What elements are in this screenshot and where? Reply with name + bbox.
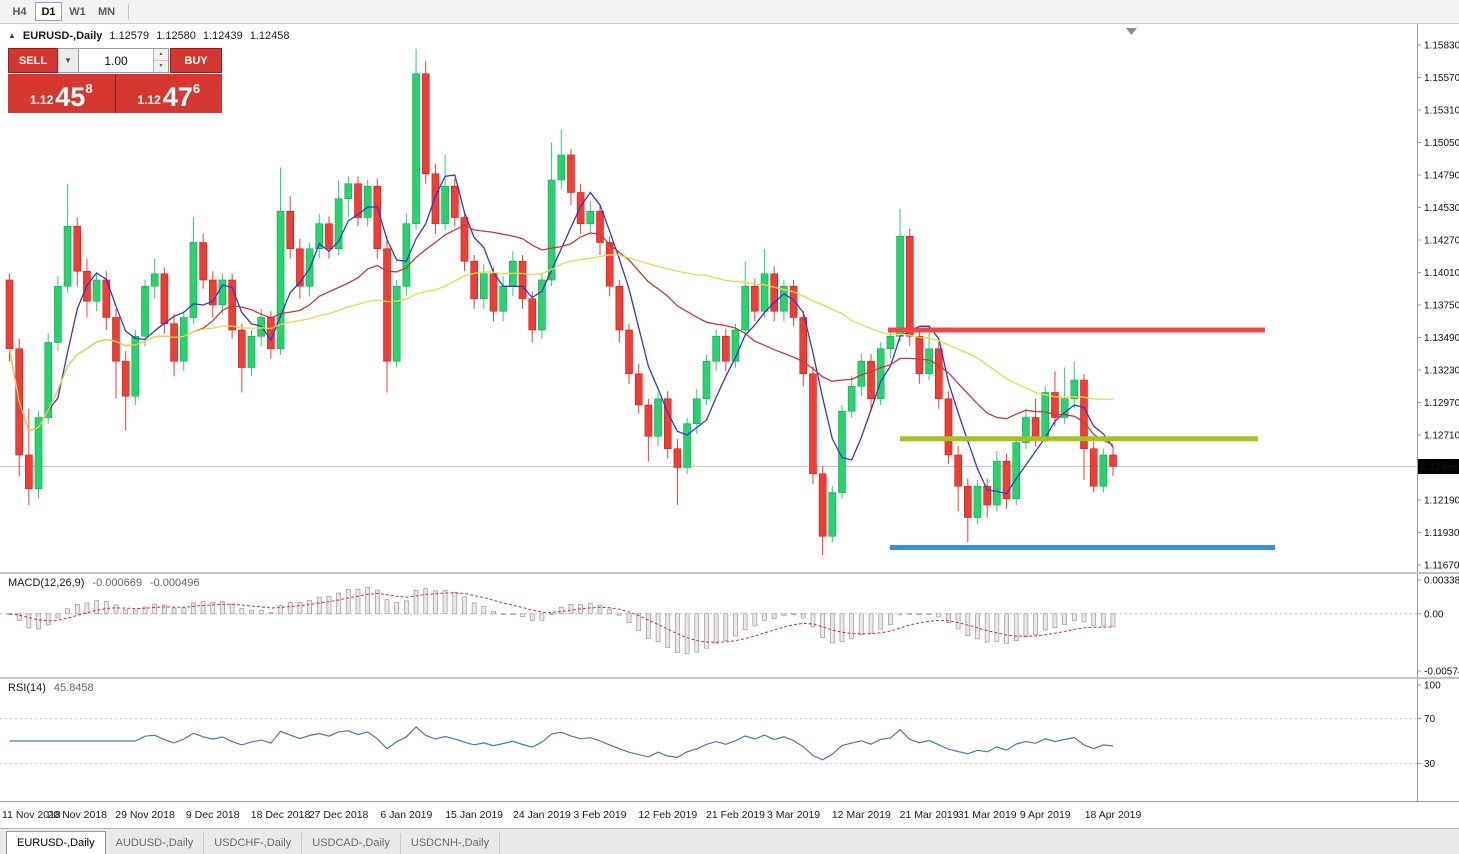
chevron-down-icon: ▼ bbox=[64, 56, 72, 65]
rsi-canvas[interactable]: 100 70 30 bbox=[0, 679, 1459, 801]
date-label: 11 Nov 2018 bbox=[2, 809, 61, 821]
resistance-line[interactable] bbox=[888, 327, 1265, 333]
candles-layer bbox=[5, 48, 1117, 555]
svg-text:100: 100 bbox=[1424, 681, 1441, 692]
date-label: 18 Dec 2018 bbox=[250, 809, 311, 821]
ma-line-5 bbox=[8, 174, 1114, 495]
date-label: 12 Feb 2019 bbox=[638, 809, 698, 821]
volume-input[interactable] bbox=[79, 49, 153, 72]
svg-text:1.15830: 1.15830 bbox=[1424, 41, 1459, 52]
svg-text:1.14530: 1.14530 bbox=[1424, 203, 1459, 214]
sell-button[interactable]: SELL bbox=[8, 48, 58, 73]
volume-stepper: ▲ ▼ bbox=[153, 49, 168, 72]
buy-price-big: 47 bbox=[162, 81, 193, 112]
rsi-panel: 100 70 30 RSI(14) 45.8458 bbox=[0, 679, 1459, 801]
panel-splitter[interactable] bbox=[0, 677, 1459, 679]
svg-text:0.003386: 0.003386 bbox=[1424, 576, 1459, 587]
chart-tab-usdchf-daily[interactable]: USDCHF-,Daily bbox=[204, 833, 303, 854]
date-label: 9 Apr 2019 bbox=[1019, 809, 1071, 821]
timeframe-button-h4[interactable]: H4 bbox=[6, 2, 33, 21]
date-label: 29 Nov 2018 bbox=[115, 809, 175, 821]
svg-text:1.12190: 1.12190 bbox=[1424, 496, 1459, 507]
timeframe-button-w1[interactable]: W1 bbox=[64, 2, 91, 21]
svg-text:1.15050: 1.15050 bbox=[1424, 138, 1459, 149]
svg-text:70: 70 bbox=[1424, 714, 1436, 725]
date-label: 3 Mar 2019 bbox=[767, 809, 821, 821]
timeframe-button-mn[interactable]: MN bbox=[93, 2, 120, 21]
sell-price-big: 45 bbox=[55, 81, 86, 112]
support-line[interactable] bbox=[890, 545, 1275, 550]
svg-text:1.11670: 1.11670 bbox=[1424, 561, 1459, 572]
toolbar-divider bbox=[128, 3, 130, 20]
volume-field: ▲ ▼ bbox=[79, 48, 169, 73]
timeframe-button-d1[interactable]: D1 bbox=[35, 2, 62, 21]
current-price-badge bbox=[1418, 459, 1459, 474]
chart-tab-usdcad-daily[interactable]: USDCAD-,Daily bbox=[302, 833, 401, 854]
buy-button[interactable]: BUY bbox=[170, 48, 222, 73]
chart-shift-marker-icon[interactable] bbox=[1126, 28, 1137, 35]
chart-tab-bar: EURUSD-,Daily AUDUSD-,Daily USDCHF-,Daily U… bbox=[0, 828, 1459, 854]
macd-canvas[interactable]: 0.003386 0.00 -0.00574 bbox=[0, 574, 1459, 677]
one-click-trading-panel: SELL ▼ ▲ ▼ BUY 1.12 45 8 bbox=[8, 48, 222, 113]
sell-price-prefix: 1.12 bbox=[29, 93, 54, 107]
svg-text:1.14010: 1.14010 bbox=[1424, 268, 1459, 279]
date-label: 12 Mar 2019 bbox=[831, 809, 891, 821]
date-label: 27 Dec 2018 bbox=[308, 809, 369, 821]
date-label: 21 Feb 2019 bbox=[706, 809, 765, 821]
svg-text:1.11930: 1.11930 bbox=[1424, 528, 1459, 539]
date-label: 6 Jan 2019 bbox=[380, 809, 433, 821]
svg-text:1.15570: 1.15570 bbox=[1424, 73, 1459, 84]
date-label: 15 Jan 2019 bbox=[445, 809, 504, 821]
chart-tab-audusd-daily[interactable]: AUDUSD-,Daily bbox=[106, 833, 205, 854]
svg-text:-0.00574: -0.00574 bbox=[1424, 667, 1459, 678]
chart-tab-usdcnh-daily[interactable]: USDCNH-,Daily bbox=[401, 833, 501, 854]
timeframe-toolbar: H4 D1 W1 MN bbox=[0, 0, 1459, 24]
macd-signal-line bbox=[9, 592, 1114, 643]
pivot-line[interactable] bbox=[900, 436, 1258, 442]
time-axis[interactable]: 11 Nov 2018 20 Nov 2018 29 Nov 2018 9 Dec 2… bbox=[0, 801, 1459, 828]
svg-text:1.12710: 1.12710 bbox=[1424, 431, 1459, 442]
svg-text:1.13490: 1.13490 bbox=[1424, 333, 1459, 344]
sell-price-sup: 8 bbox=[85, 81, 93, 96]
svg-text:0.00: 0.00 bbox=[1424, 609, 1444, 620]
sell-price-button[interactable]: 1.12 45 8 bbox=[8, 74, 116, 113]
main-chart-panel: 1.15830 1.15570 1.15310 1.15050 1.14790 1.145… bbox=[0, 24, 1459, 572]
svg-text:1.12970: 1.12970 bbox=[1424, 398, 1459, 409]
date-label: 9 Dec 2018 bbox=[185, 809, 240, 821]
volume-decrement-button[interactable]: ▼ bbox=[154, 61, 168, 72]
date-label: 21 Mar 2019 bbox=[899, 809, 959, 821]
svg-text:1.12458: 1.12458 bbox=[1421, 462, 1458, 473]
buy-price-sup: 6 bbox=[192, 81, 201, 96]
buy-price-prefix: 1.12 bbox=[137, 93, 161, 107]
main-chart-canvas[interactable]: 1.15830 1.15570 1.15310 1.15050 1.14790 1.145… bbox=[0, 24, 1459, 572]
price-axis-labels: 1.15830 1.15570 1.15310 1.15050 1.14790 1.145… bbox=[1417, 41, 1459, 572]
svg-text:1.13230: 1.13230 bbox=[1424, 366, 1459, 377]
svg-text:1.14790: 1.14790 bbox=[1424, 171, 1459, 182]
date-label: 3 Feb 2019 bbox=[573, 809, 627, 821]
date-label: 24 Jan 2019 bbox=[512, 809, 571, 821]
buy-price-button[interactable]: 1.12 47 6 bbox=[115, 74, 222, 113]
chart-tab-eurusd-daily[interactable]: EURUSD-,Daily bbox=[6, 831, 106, 854]
panel-splitter[interactable] bbox=[0, 572, 1459, 574]
ma-line-45 bbox=[8, 254, 1114, 432]
volume-dropdown-button[interactable]: ▼ bbox=[58, 48, 79, 73]
svg-text:1.14270: 1.14270 bbox=[1424, 236, 1459, 247]
svg-text:1.13750: 1.13750 bbox=[1424, 301, 1459, 312]
volume-increment-button[interactable]: ▲ bbox=[154, 49, 168, 61]
svg-text:1.15310: 1.15310 bbox=[1424, 106, 1459, 117]
macd-panel: 0.0033860.00-0.00574 MACD(12,26,9) -0.00… bbox=[0, 574, 1459, 677]
macd-histogram bbox=[7, 586, 1116, 654]
rsi-line bbox=[9, 726, 1114, 761]
date-label: 20 Nov 2018 bbox=[47, 809, 108, 821]
svg-text:30: 30 bbox=[1424, 759, 1436, 770]
date-label: 18 Apr 2019 bbox=[1084, 809, 1142, 821]
date-label: 31 Mar 2019 bbox=[957, 809, 1017, 821]
